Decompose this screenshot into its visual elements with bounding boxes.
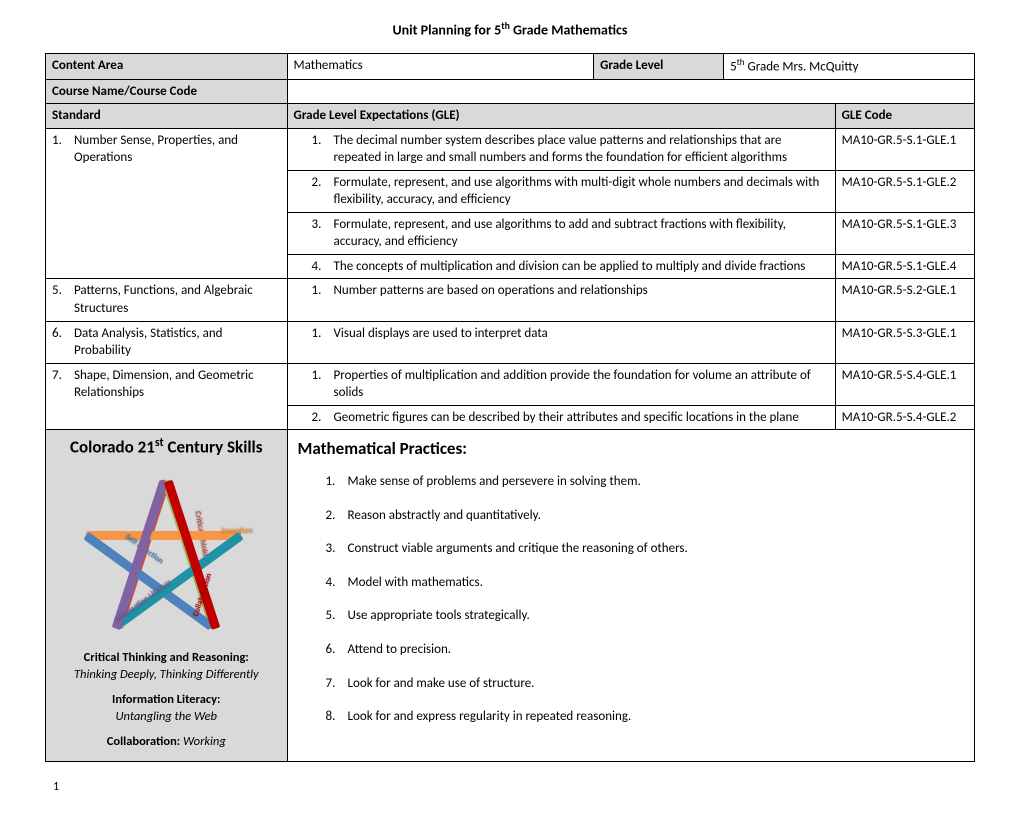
table-row: 1.Number Sense, Properties, and Operatio… xyxy=(46,128,975,170)
practice-item: 2.Reason abstractly and quantitatively. xyxy=(326,507,964,525)
title-prefix: Unit Planning for 5 xyxy=(393,22,502,39)
header-standard: Standard xyxy=(46,104,288,129)
gle-code-cell: MA10-GR.5-S.3-GLE.1 xyxy=(835,321,974,363)
gle-code-cell: MA10-GR.5-S.2-GLE.1 xyxy=(835,279,974,321)
table-row: Standard Grade Level Expectations (GLE) … xyxy=(46,104,975,129)
gle-code-cell: MA10-GR.5-S.1-GLE.4 xyxy=(835,254,974,279)
gle-cell: 3.Formulate, represent, and use algorith… xyxy=(287,212,835,254)
gle-code-cell: MA10-GR.5-S.1-GLE.3 xyxy=(835,212,974,254)
content-area-value: Mathematics xyxy=(287,53,594,79)
table-row: 7.Shape, Dimension, and Geometric Relati… xyxy=(46,363,975,405)
gle-cell: 1.Visual displays are used to interpret … xyxy=(287,321,835,363)
skill-block: Critical Thinking and Reasoning:Thinking… xyxy=(56,650,277,684)
gle-code-cell: MA10-GR.5-S.1-GLE.1 xyxy=(835,128,974,170)
info-table: Content Area Mathematics Grade Level 5th… xyxy=(45,53,975,104)
gle-cell: 1.Number patterns are based on operation… xyxy=(287,279,835,321)
practice-item: 1.Make sense of problems and persevere i… xyxy=(326,473,964,491)
table-row: Course Name/Course Code xyxy=(46,79,975,104)
skill-block: Collaboration: Working xyxy=(56,734,277,751)
table-row: 6.Data Analysis, Statistics, and Probabi… xyxy=(46,321,975,363)
gle-cell: 2.Geometric figures can be described by … xyxy=(287,405,835,430)
gle-cell: 4.The concepts of multiplication and div… xyxy=(287,254,835,279)
grade-level-value: 5th Grade Mrs. McQuitty xyxy=(724,53,975,79)
course-label: Course Name/Course Code xyxy=(46,79,288,104)
gle-cell: 2.Formulate, represent, and use algorith… xyxy=(287,170,835,212)
page-title: Unit Planning for 5th Grade Mathematics xyxy=(45,20,975,39)
header-gle: Grade Level Expectations (GLE) xyxy=(287,104,835,129)
star-line xyxy=(86,531,241,540)
standard-cell: 5.Patterns, Functions, and Algebraic Str… xyxy=(46,279,288,321)
standard-cell: 6.Data Analysis, Statistics, and Probabi… xyxy=(46,321,288,363)
practices-heading: Mathematical Practices: xyxy=(298,438,964,461)
standard-cell: 1.Number Sense, Properties, and Operatio… xyxy=(46,128,288,279)
star-diagram: Critical ThinkingInventionSelf Direction… xyxy=(71,466,261,636)
skills-cell: Colorado 21st Century Skills Critical Th… xyxy=(46,430,288,761)
table-row: 5.Patterns, Functions, and Algebraic Str… xyxy=(46,279,975,321)
content-area-label: Content Area xyxy=(46,53,288,79)
course-value xyxy=(287,79,974,104)
gle-code-cell: MA10-GR.5-S.1-GLE.2 xyxy=(835,170,974,212)
skills-heading: Colorado 21st Century Skills xyxy=(56,436,277,458)
practice-item: 8.Look for and express regularity in rep… xyxy=(326,708,964,726)
page-number: 1 xyxy=(53,780,975,794)
title-suffix: Grade Mathematics xyxy=(510,22,628,39)
table-row: Colorado 21st Century Skills Critical Th… xyxy=(46,430,975,761)
gle-code-cell: MA10-GR.5-S.4-GLE.2 xyxy=(835,405,974,430)
practice-item: 3.Construct viable arguments and critiqu… xyxy=(326,540,964,558)
gle-cell: 1.Properties of multiplication and addit… xyxy=(287,363,835,405)
header-code: GLE Code xyxy=(835,104,974,129)
gle-cell: 1.The decimal number system describes pl… xyxy=(287,128,835,170)
practice-item: 5.Use appropriate tools strategically. xyxy=(326,607,964,625)
gle-code-cell: MA10-GR.5-S.4-GLE.1 xyxy=(835,363,974,405)
grade-level-label: Grade Level xyxy=(594,53,724,79)
standards-table: Standard Grade Level Expectations (GLE) … xyxy=(45,103,975,430)
practice-item: 6.Attend to precision. xyxy=(326,641,964,659)
bottom-table: Colorado 21st Century Skills Critical Th… xyxy=(45,429,975,761)
practice-item: 4.Model with mathematics. xyxy=(326,574,964,592)
skill-block: Information Literacy:Untangling the Web xyxy=(56,692,277,726)
title-sup: th xyxy=(501,20,510,32)
table-row: Content Area Mathematics Grade Level 5th… xyxy=(46,53,975,79)
practices-cell: Mathematical Practices: 1.Make sense of … xyxy=(287,430,974,761)
practice-item: 7.Look for and make use of structure. xyxy=(326,675,964,693)
standard-cell: 7.Shape, Dimension, and Geometric Relati… xyxy=(46,363,288,430)
